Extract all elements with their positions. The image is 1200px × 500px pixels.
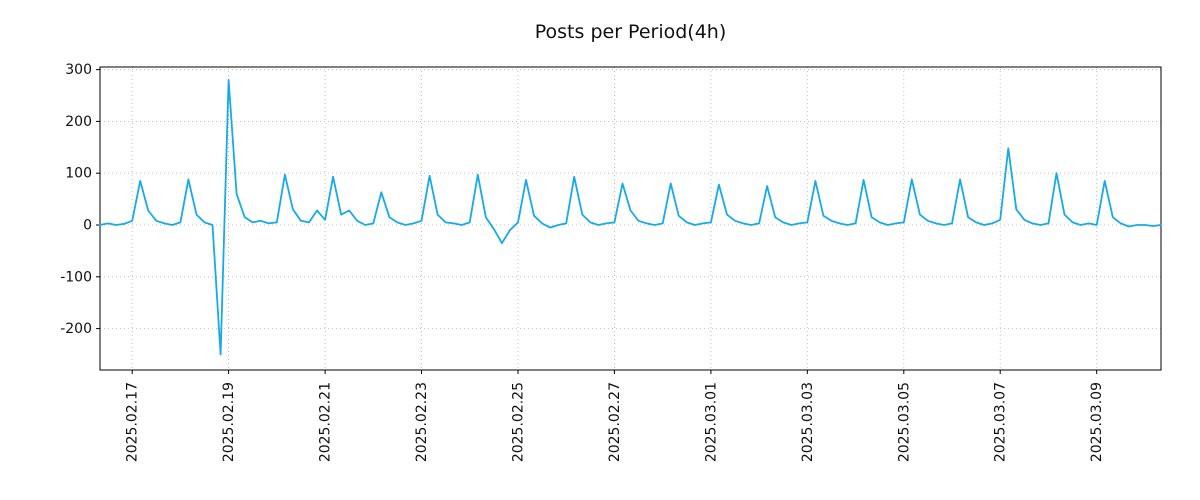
x-tick-label: 2025.02.23 bbox=[414, 382, 430, 462]
x-tick-label: 2025.02.21 bbox=[318, 382, 334, 462]
x-tick-label: 2025.02.25 bbox=[511, 382, 527, 462]
x-tick-label: 2025.03.05 bbox=[896, 382, 912, 462]
x-tick-label: 2025.02.27 bbox=[607, 382, 623, 462]
y-tick-label: 100 bbox=[65, 166, 92, 182]
data-line bbox=[99, 79, 1162, 356]
x-tick-label: 2025.03.01 bbox=[703, 382, 719, 462]
y-tick-label: -100 bbox=[60, 269, 92, 285]
y-tick-label: 300 bbox=[65, 62, 92, 78]
y-tick-label: 0 bbox=[83, 218, 92, 234]
chart-title: Posts per Period(4h) bbox=[535, 21, 727, 43]
x-tick-label: 2025.03.03 bbox=[800, 382, 816, 462]
y-tick-label: 200 bbox=[65, 114, 92, 130]
x-tick-label: 2025.03.09 bbox=[1089, 382, 1105, 462]
y-tick-label: -200 bbox=[60, 321, 92, 337]
x-tick-label: 2025.02.19 bbox=[221, 382, 237, 462]
x-tick-label: 2025.02.17 bbox=[125, 382, 141, 462]
plot-border bbox=[99, 66, 1162, 371]
x-tick-label: 2025.03.07 bbox=[993, 382, 1009, 462]
